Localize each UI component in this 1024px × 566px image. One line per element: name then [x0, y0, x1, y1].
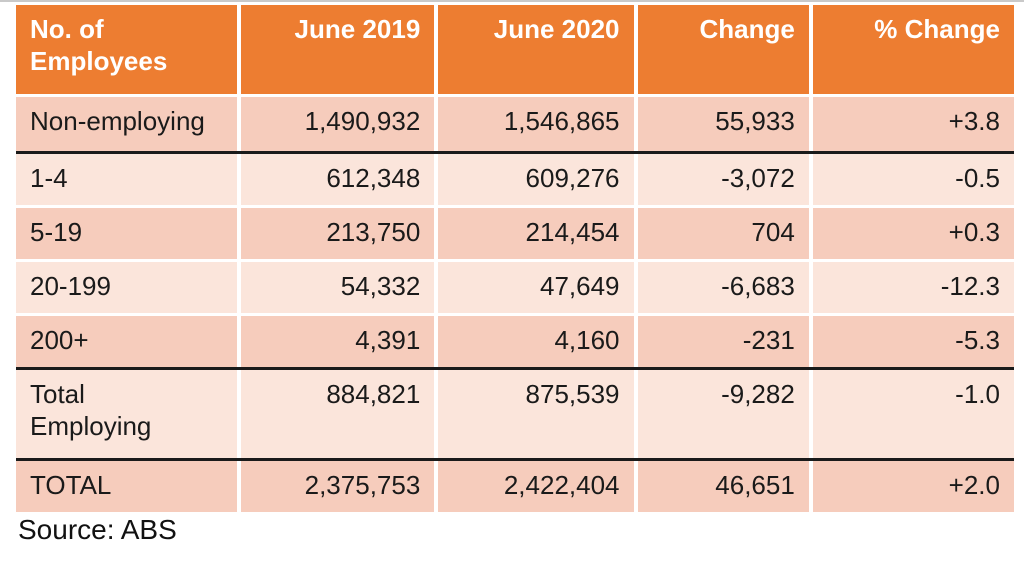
table-row-1-4: 1-4 612,348 609,276 -3,072 -0.5 — [16, 154, 1014, 205]
cell-june-2019: 884,821 — [241, 370, 435, 458]
cell-pct-change: -0.5 — [812, 154, 1014, 205]
cell-june-2019: 213,750 — [241, 208, 435, 259]
row-label: Non-employing — [16, 97, 238, 151]
cell-june-2020: 214,454 — [438, 208, 634, 259]
row-gap — [16, 259, 1014, 262]
cell-june-2020: 1,546,865 — [438, 97, 634, 151]
column-header-label: No. of Employees — [30, 14, 168, 76]
table-row-total: TOTAL 2,375,753 2,422,404 46,651 +2.0 — [16, 461, 1014, 512]
cell-june-2019: 4,391 — [241, 316, 435, 367]
column-header-no-of-employees: No. of Employees — [16, 5, 238, 94]
cell-june-2020: 609,276 — [438, 154, 634, 205]
row-label: 5-19 — [16, 208, 238, 259]
cell-pct-change: -12.3 — [812, 262, 1014, 313]
top-border-line — [0, 0, 1024, 2]
cell-change: -3,072 — [637, 154, 809, 205]
source-note: Source: ABS — [18, 514, 177, 545]
cell-change: -9,282 — [637, 370, 809, 458]
table-row-5-19: 5-19 213,750 214,454 704 +0.3 — [16, 208, 1014, 259]
column-header-june-2019: June 2019 — [241, 5, 435, 94]
row-label: 1-4 — [16, 154, 238, 205]
cell-change: 46,651 — [637, 461, 809, 512]
row-gap — [16, 94, 1014, 97]
cell-june-2019: 2,375,753 — [241, 461, 435, 512]
cell-june-2019: 1,490,932 — [241, 97, 435, 151]
cell-pct-change: +2.0 — [812, 461, 1014, 512]
employees-table: No. of Employees June 2019 June 2020 Cha… — [16, 5, 1014, 512]
cell-june-2020: 4,160 — [438, 316, 634, 367]
cell-june-2020: 47,649 — [438, 262, 634, 313]
column-header-june-2020: June 2020 — [438, 5, 634, 94]
table-row-non-employing: Non-employing 1,490,932 1,546,865 55,933… — [16, 97, 1014, 151]
row-label: 200+ — [16, 316, 238, 367]
cell-change: -231 — [637, 316, 809, 367]
column-header-change: Change — [637, 5, 809, 94]
row-label: Total Employing — [16, 370, 238, 458]
cell-pct-change: -1.0 — [812, 370, 1014, 458]
cell-change: -6,683 — [637, 262, 809, 313]
row-gap — [16, 205, 1014, 208]
row-label: TOTAL — [16, 461, 238, 512]
table-header-row: No. of Employees June 2019 June 2020 Cha… — [16, 5, 1014, 94]
column-header-pct-change: % Change — [812, 5, 1014, 94]
cell-june-2019: 54,332 — [241, 262, 435, 313]
table-row-total-employing: Total Employing 884,821 875,539 -9,282 -… — [16, 370, 1014, 458]
table-row-20-199: 20-199 54,332 47,649 -6,683 -12.3 — [16, 262, 1014, 313]
cell-june-2019: 612,348 — [241, 154, 435, 205]
group-separator-line — [16, 458, 1014, 461]
cell-change: 55,933 — [637, 97, 809, 151]
cell-pct-change: +0.3 — [812, 208, 1014, 259]
cell-june-2020: 875,539 — [438, 370, 634, 458]
group-separator-line — [16, 367, 1014, 370]
group-separator-line — [16, 151, 1014, 154]
cell-change: 704 — [637, 208, 809, 259]
cell-pct-change: +3.8 — [812, 97, 1014, 151]
row-label: 20-199 — [16, 262, 238, 313]
cell-pct-change: -5.3 — [812, 316, 1014, 367]
row-label-text: Total Employing — [30, 379, 152, 441]
table-row-200-plus: 200+ 4,391 4,160 -231 -5.3 — [16, 316, 1014, 367]
cell-june-2020: 2,422,404 — [438, 461, 634, 512]
row-gap — [16, 313, 1014, 316]
